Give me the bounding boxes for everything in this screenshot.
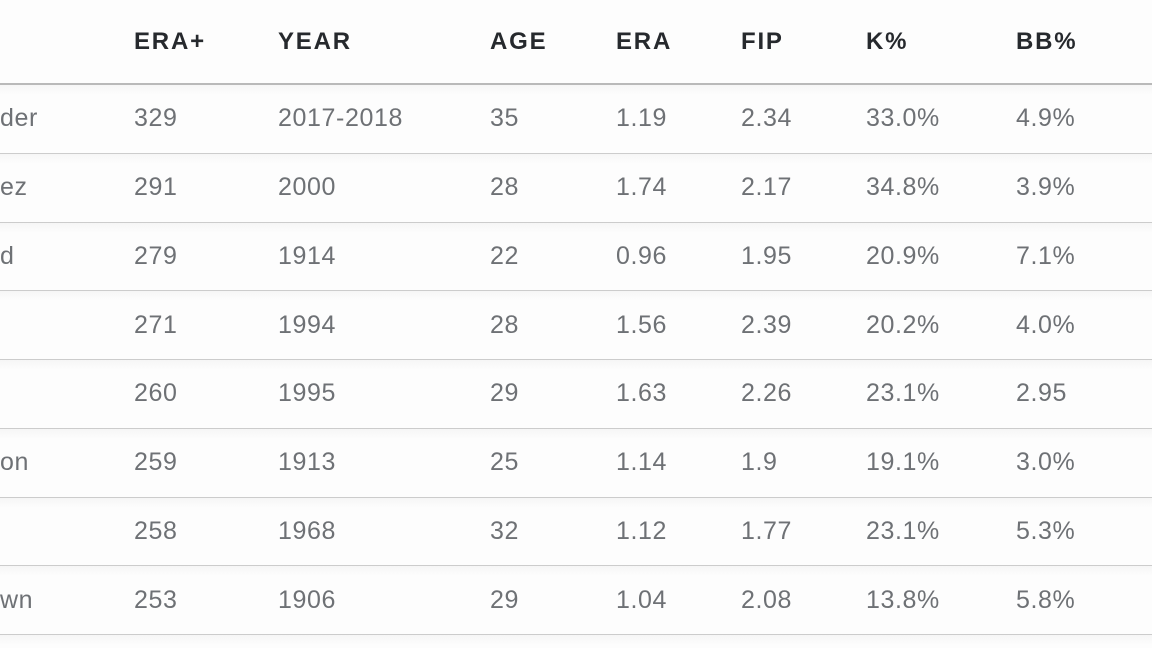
era-plus-cell: 258 <box>134 516 178 545</box>
bb-pct-cell: 7.1% <box>1016 241 1076 270</box>
bb-pct-cell: 2.95 <box>1016 379 1068 408</box>
k-pct-cell: 34.8% <box>866 173 940 202</box>
era-plus-cell: 291 <box>134 173 178 202</box>
bb-pct-cell: 5.3% <box>1016 516 1076 545</box>
age-cell: 29 <box>490 585 520 614</box>
year-cell: 1906 <box>278 585 337 614</box>
era-cell: 1.63 <box>616 379 668 408</box>
column-header-k-pct: K% <box>866 27 909 55</box>
k-pct-cell: 13.8% <box>866 585 940 614</box>
table-row: der 329 2017-2018 35 1.19 2.34 33.0% 4.9% <box>0 85 1152 154</box>
fip-cell: 1.95 <box>741 241 793 270</box>
column-header-bb-pct: BB% <box>1016 27 1078 55</box>
era-plus-cell: 329 <box>134 104 178 133</box>
table-row: d 279 1914 22 0.96 1.95 20.9% 7.1% <box>0 222 1152 292</box>
era-cell: 1.74 <box>616 173 668 202</box>
column-header-player <box>0 0 110 83</box>
k-pct-cell: 20.9% <box>866 241 940 270</box>
year-cell: 1994 <box>278 310 337 339</box>
column-header-era: ERA <box>616 27 673 55</box>
fip-cell: 2.39 <box>741 310 793 339</box>
table-row: ez 291 2000 28 1.74 2.17 34.8% 3.9% <box>0 153 1152 223</box>
age-cell: 25 <box>490 448 520 477</box>
table-row: 271 1994 28 1.56 2.39 20.2% 4.0% <box>0 291 1152 360</box>
bb-pct-cell: 3.9% <box>1016 173 1076 202</box>
year-cell: 1913 <box>278 448 337 477</box>
era-cell: 1.14 <box>616 448 668 477</box>
fip-cell: 2.34 <box>741 104 793 133</box>
column-header-fip: FIP <box>741 27 784 55</box>
bb-pct-cell: 4.9% <box>1016 104 1076 133</box>
player-name-fragment: der <box>0 104 38 133</box>
player-name-fragment: wn <box>0 585 34 614</box>
fip-cell: 2.26 <box>741 379 793 408</box>
player-name-fragment: on <box>0 448 30 477</box>
era-plus-cell: 253 <box>134 585 178 614</box>
fip-cell: 2.17 <box>741 173 793 202</box>
player-name-fragment: d <box>0 241 15 270</box>
age-cell: 32 <box>490 516 520 545</box>
age-cell: 28 <box>490 310 520 339</box>
table-row: 258 1968 32 1.12 1.77 23.1% 5.3% <box>0 497 1152 567</box>
table-header: ERA+ YEAR AGE ERA FIP K% BB% <box>0 0 1152 85</box>
fip-cell: 2.08 <box>741 585 793 614</box>
player-name-fragment <box>0 498 110 566</box>
year-cell: 1914 <box>278 241 337 270</box>
k-pct-cell: 33.0% <box>866 104 940 133</box>
era-plus-cell: 271 <box>134 310 178 339</box>
bb-pct-cell: 3.0% <box>1016 448 1076 477</box>
column-header-year: YEAR <box>278 27 352 55</box>
fip-cell: 1.77 <box>741 516 793 545</box>
k-pct-cell: 19.1% <box>866 448 940 477</box>
era-plus-cell: 260 <box>134 379 178 408</box>
table-body: der 329 2017-2018 35 1.19 2.34 33.0% 4.9% ez 291 2… <box>0 85 1152 635</box>
k-pct-cell: 23.1% <box>866 379 940 408</box>
fip-cell: 1.9 <box>741 448 778 477</box>
era-plus-cell: 279 <box>134 241 178 270</box>
bb-pct-cell: 5.8% <box>1016 585 1076 614</box>
age-cell: 22 <box>490 241 520 270</box>
era-cell: 1.56 <box>616 310 668 339</box>
age-cell: 29 <box>490 379 520 408</box>
age-cell: 28 <box>490 173 520 202</box>
era-cell: 1.12 <box>616 516 668 545</box>
column-header-era-plus: ERA+ <box>134 27 206 55</box>
year-cell: 1995 <box>278 379 337 408</box>
k-pct-cell: 20.2% <box>866 310 940 339</box>
year-cell: 2000 <box>278 173 337 202</box>
era-cell: 1.04 <box>616 585 668 614</box>
era-cell: 0.96 <box>616 241 668 270</box>
player-name-fragment: ez <box>0 173 28 202</box>
player-name-fragment <box>0 291 110 359</box>
k-pct-cell: 23.1% <box>866 516 940 545</box>
era-cell: 1.19 <box>616 104 668 133</box>
year-cell: 1968 <box>278 516 337 545</box>
bb-pct-cell: 4.0% <box>1016 310 1076 339</box>
age-cell: 35 <box>490 104 520 133</box>
table-row: 260 1995 29 1.63 2.26 23.1% 2.95 <box>0 360 1152 429</box>
player-name-fragment <box>0 360 110 428</box>
column-header-age: AGE <box>490 27 548 55</box>
table-row: on 259 1913 25 1.14 1.9 19.1% 3.0% <box>0 428 1152 498</box>
table-row: wn 253 1906 29 1.04 2.08 13.8% 5.8% <box>0 566 1152 635</box>
partial-next-row <box>0 635 1152 648</box>
era-plus-cell: 259 <box>134 448 178 477</box>
year-cell: 2017-2018 <box>278 104 403 133</box>
